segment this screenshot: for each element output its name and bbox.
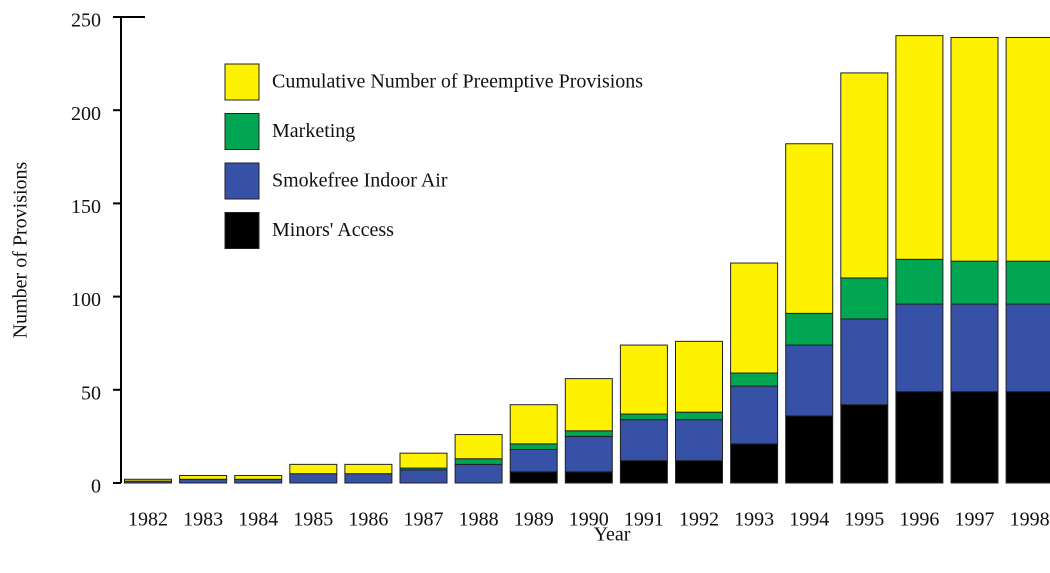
x-axis-label: Year bbox=[594, 524, 631, 546]
bar-segment bbox=[509, 443, 558, 450]
bar-segment bbox=[785, 312, 834, 346]
bar-segment bbox=[619, 344, 668, 415]
bar-segment bbox=[289, 463, 338, 475]
x-tick-label: 1997 bbox=[955, 509, 995, 531]
bar-segment bbox=[895, 391, 944, 484]
bar-segment bbox=[289, 473, 338, 484]
bar-segment bbox=[1005, 260, 1050, 305]
bar-segment bbox=[840, 72, 889, 279]
bar-segment bbox=[730, 262, 779, 374]
y-tick-label: 150 bbox=[71, 196, 101, 218]
bar-segment bbox=[509, 471, 558, 484]
bar-segment bbox=[399, 469, 448, 484]
x-tick-label: 1998 bbox=[1010, 509, 1050, 531]
bar-segment bbox=[675, 411, 723, 421]
bar-segment bbox=[895, 303, 944, 393]
bar-segment bbox=[675, 340, 723, 413]
legend-swatch bbox=[224, 63, 260, 101]
bar-segment bbox=[454, 434, 503, 460]
y-tick-label: 100 bbox=[71, 289, 101, 311]
bar-segment bbox=[564, 471, 613, 484]
legend-label: Smokefree Indoor Air bbox=[272, 170, 448, 192]
bar-segment bbox=[840, 277, 889, 320]
x-tick-label: 1986 bbox=[348, 509, 388, 531]
y-axis-label: Number of Provisions bbox=[10, 161, 32, 338]
bar-segment bbox=[675, 419, 723, 462]
bar-segment bbox=[840, 318, 889, 406]
bar-segment bbox=[509, 448, 558, 473]
y-tick-label: 200 bbox=[71, 103, 101, 125]
bar-segment bbox=[399, 452, 448, 469]
y-tick-label: 50 bbox=[81, 382, 101, 404]
bar-segment bbox=[675, 460, 723, 484]
bar-segment bbox=[564, 430, 613, 437]
x-tick-label: 1984 bbox=[238, 509, 278, 531]
bar-segment bbox=[785, 143, 834, 314]
bar-segment bbox=[895, 258, 944, 305]
legend-label: Marketing bbox=[272, 120, 355, 142]
y-tick-label: 0 bbox=[91, 476, 101, 498]
bar-segment bbox=[730, 372, 779, 387]
bar-segment bbox=[344, 463, 393, 475]
bar-segment bbox=[454, 458, 503, 465]
x-tick-label: 1987 bbox=[404, 509, 444, 531]
x-tick-label: 1993 bbox=[734, 509, 774, 531]
legend-label: Minors' Access bbox=[272, 219, 394, 241]
x-tick-label: 1989 bbox=[514, 509, 554, 531]
bar-segment bbox=[1005, 391, 1050, 484]
legend-swatch bbox=[224, 113, 260, 150]
bar-segment bbox=[509, 404, 558, 445]
x-tick-label: 1990 bbox=[569, 509, 609, 531]
x-tick-label: 1983 bbox=[183, 509, 223, 531]
bar-segment bbox=[234, 478, 283, 484]
legend-swatch bbox=[224, 162, 260, 200]
bar-segment bbox=[179, 478, 228, 484]
legend-label: Cumulative Number of Preemptive Provisio… bbox=[272, 71, 643, 93]
x-tick-label: 1996 bbox=[899, 509, 939, 531]
y-tick-label: 250 bbox=[71, 10, 101, 32]
bar-segment bbox=[1005, 37, 1050, 262]
bar-segment bbox=[950, 37, 999, 262]
bar-segment bbox=[564, 435, 613, 473]
x-tick-label: 1992 bbox=[679, 509, 719, 531]
x-tick-label: 1991 bbox=[624, 509, 664, 531]
bar-segment bbox=[344, 473, 393, 484]
bar-segment bbox=[730, 443, 779, 484]
bar-segment bbox=[785, 415, 834, 484]
x-tick-label: 1994 bbox=[789, 509, 829, 531]
bar-segment bbox=[234, 475, 283, 480]
bar-segment bbox=[619, 419, 668, 462]
x-tick-label: 1988 bbox=[459, 509, 499, 531]
bar-segment bbox=[950, 391, 999, 484]
bar-segment bbox=[124, 478, 172, 482]
x-tick-label: 1982 bbox=[128, 509, 168, 531]
bar-segment bbox=[840, 404, 889, 484]
bar-segment bbox=[179, 475, 228, 480]
bar-segment bbox=[785, 344, 834, 417]
x-tick-label: 1985 bbox=[293, 509, 333, 531]
bar-segment bbox=[454, 463, 503, 484]
bar-segment bbox=[619, 460, 668, 484]
legend-swatch bbox=[224, 212, 260, 249]
x-tick-label: 1995 bbox=[844, 509, 884, 531]
bar-segment bbox=[564, 378, 613, 432]
bar-segment bbox=[619, 413, 668, 421]
bar-segment bbox=[1005, 303, 1050, 393]
bar-segment bbox=[730, 385, 779, 445]
bar-segment bbox=[895, 35, 944, 260]
bar-segment bbox=[950, 260, 999, 305]
bar-segment bbox=[950, 303, 999, 393]
